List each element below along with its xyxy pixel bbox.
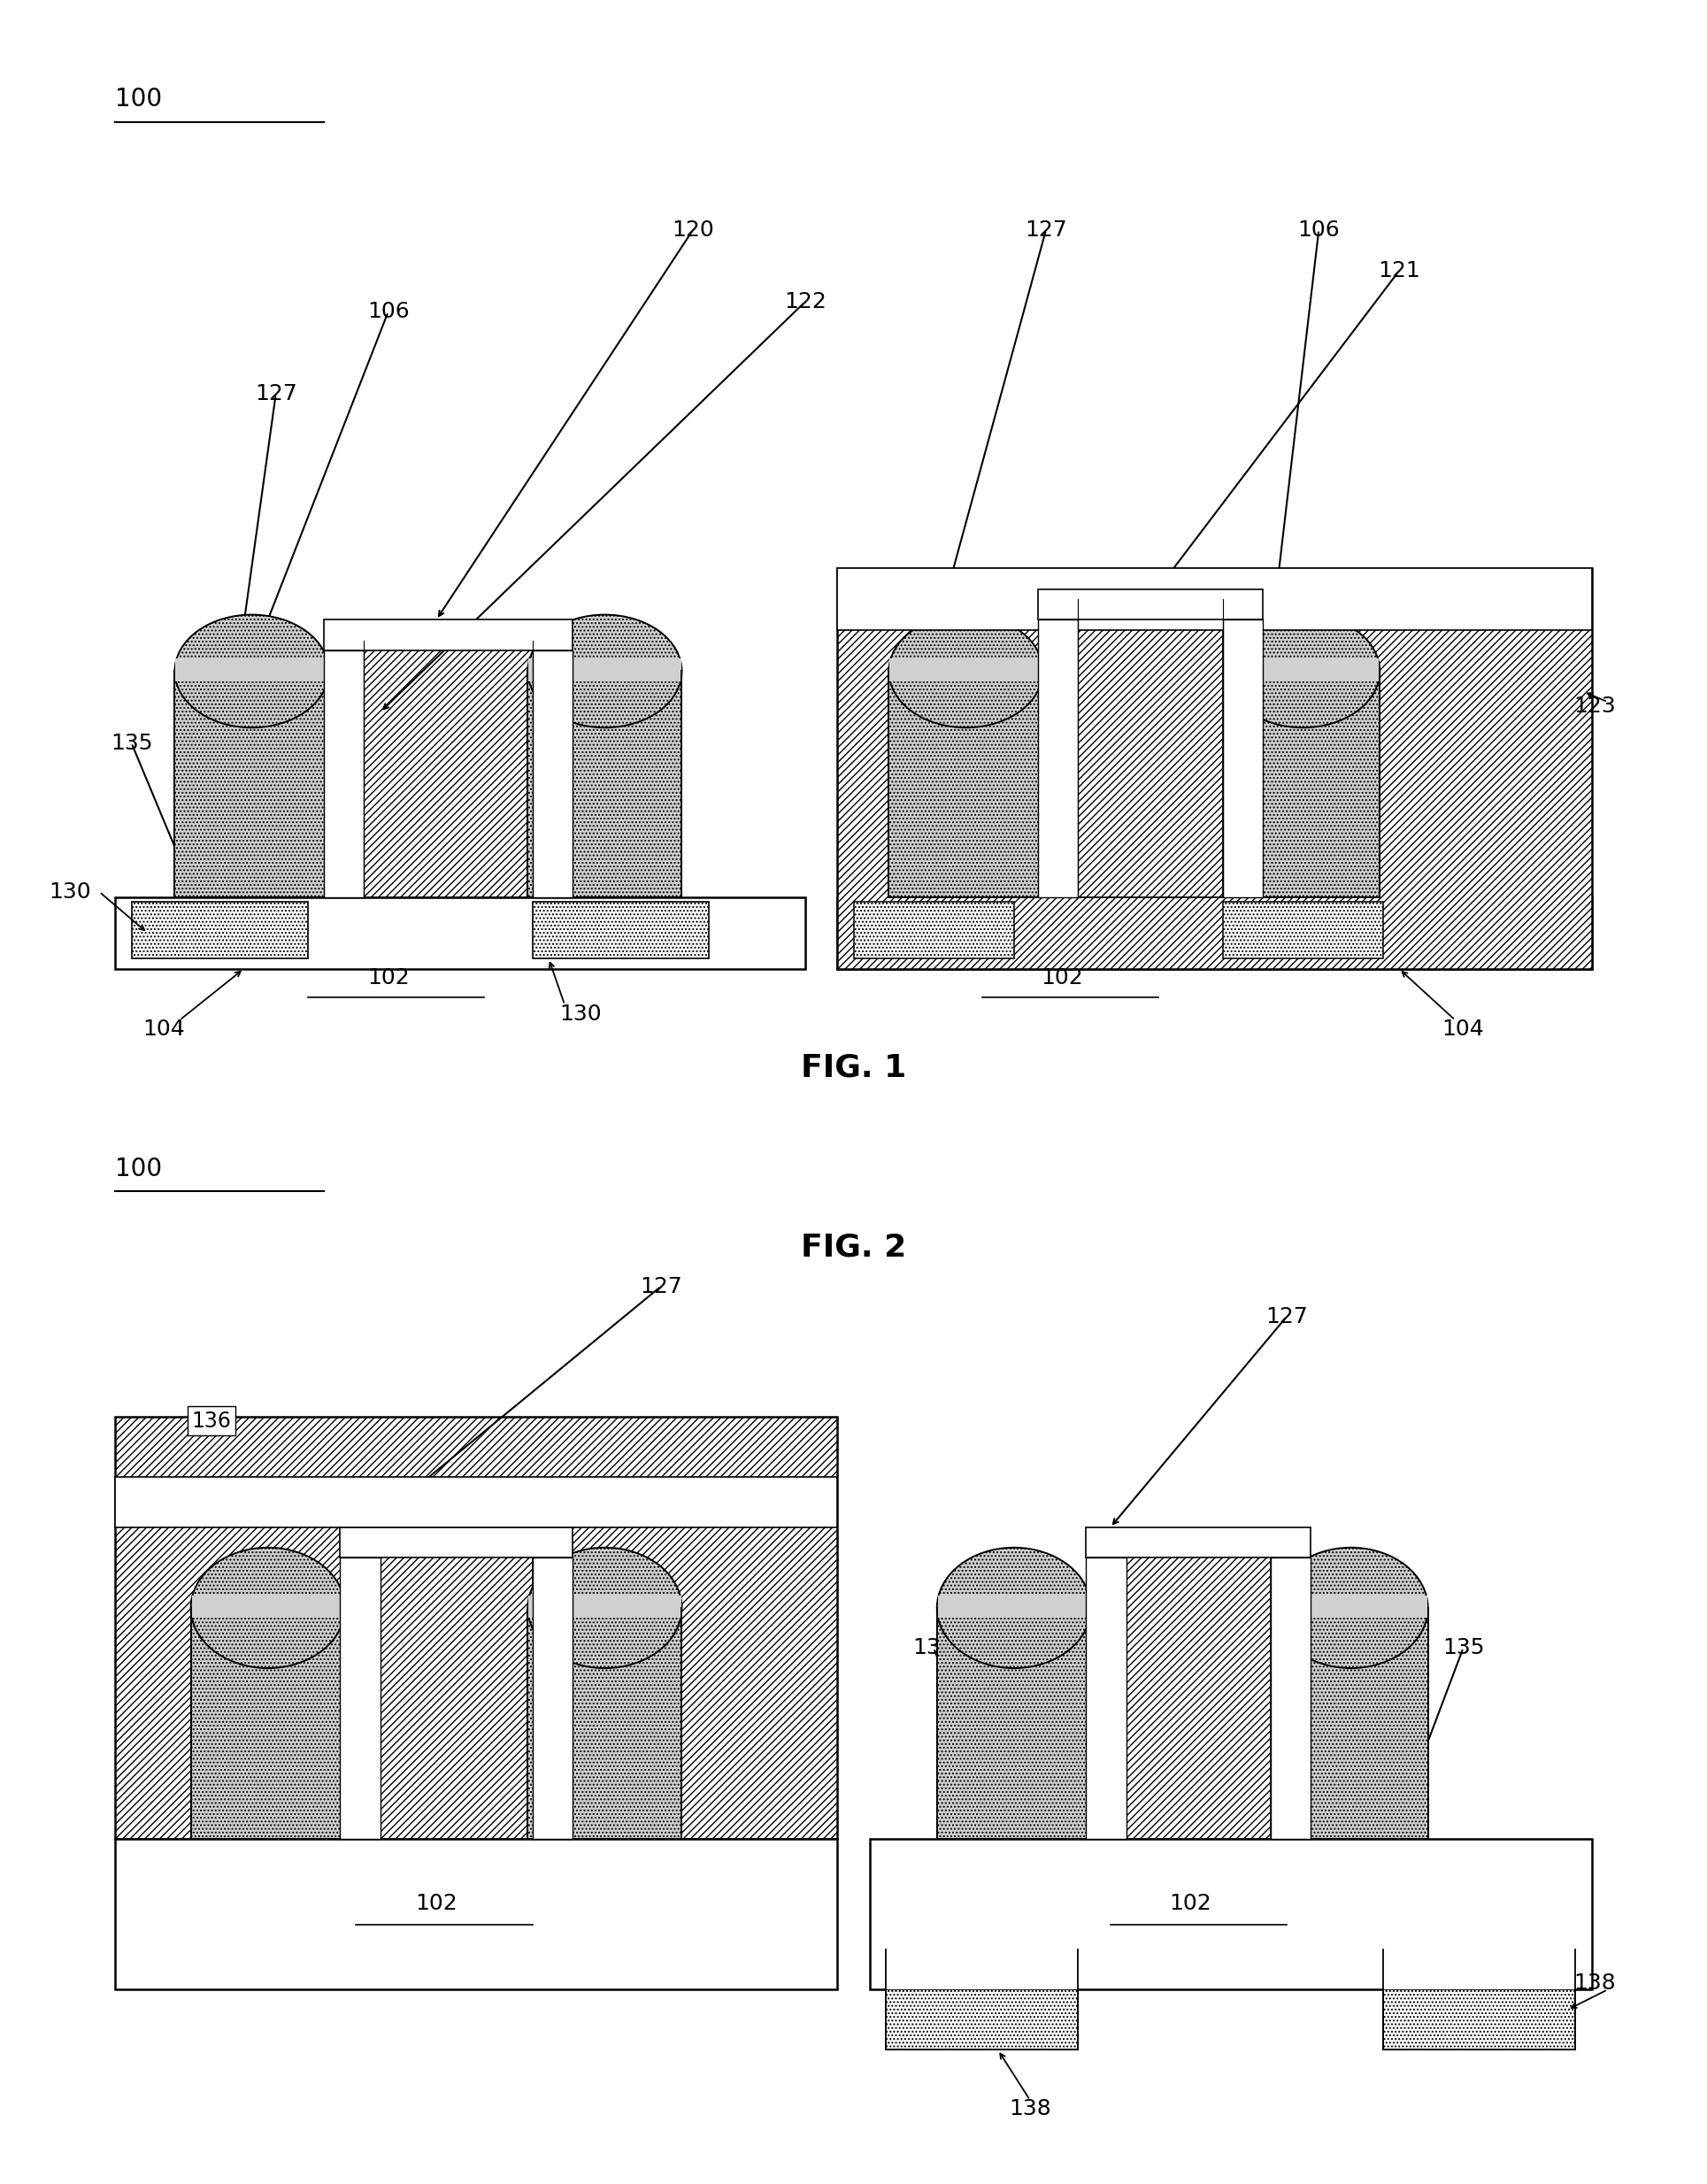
Text: 135: 135 (1442, 1638, 1485, 1658)
Ellipse shape (1273, 1548, 1429, 1669)
Ellipse shape (937, 1548, 1091, 1669)
Text: 135: 135 (1282, 732, 1325, 753)
Text: 127: 127 (254, 384, 297, 404)
Bar (191, 1607, 345, 1839)
Bar (131, 902, 307, 959)
Text: 123: 123 (1574, 695, 1615, 716)
Bar (340, 1527, 572, 1557)
Bar (1038, 590, 1263, 620)
Bar (529, 660, 681, 681)
Bar (838, 898, 1591, 970)
Text: 121: 121 (1378, 260, 1420, 282)
Text: 135: 135 (111, 732, 152, 753)
Text: 136: 136 (191, 1411, 232, 1431)
Bar (1127, 1538, 1270, 1839)
Bar (1222, 902, 1383, 959)
Text: 102: 102 (367, 968, 410, 989)
Ellipse shape (191, 1548, 345, 1669)
Bar (174, 670, 329, 898)
Ellipse shape (527, 1548, 681, 1669)
Ellipse shape (174, 614, 329, 727)
Text: 122: 122 (784, 290, 826, 312)
Bar (324, 651, 364, 898)
Bar (527, 670, 681, 898)
Bar (869, 1839, 1591, 1990)
Bar (1086, 1527, 1311, 1557)
Text: 102: 102 (415, 1894, 457, 1913)
Text: FIG. 2: FIG. 2 (801, 1232, 906, 1262)
Ellipse shape (1226, 614, 1379, 727)
Bar (529, 1597, 681, 1618)
Bar (1079, 598, 1222, 898)
Bar (937, 1597, 1091, 1618)
Bar (324, 620, 572, 651)
Bar (116, 1839, 838, 1990)
Text: 104: 104 (142, 1018, 184, 1040)
Text: 136: 136 (1299, 577, 1338, 598)
Text: 138: 138 (1009, 2099, 1052, 2121)
Bar (116, 1417, 838, 1839)
Bar (381, 1538, 533, 1839)
Bar (191, 1597, 345, 1618)
Text: 100: 100 (116, 87, 162, 111)
Text: 127: 127 (640, 1275, 683, 1297)
Text: 120: 120 (673, 218, 714, 240)
Bar (1270, 1557, 1311, 1839)
Text: 130: 130 (560, 1002, 603, 1024)
Bar (533, 902, 708, 959)
Text: 127: 127 (1265, 1306, 1308, 1328)
Text: 130: 130 (50, 880, 92, 902)
Bar (364, 640, 533, 898)
Bar (1275, 1597, 1427, 1618)
Bar (854, 902, 1014, 959)
Bar (937, 1607, 1091, 1839)
Text: 106: 106 (1297, 218, 1340, 240)
Text: 135: 135 (913, 732, 954, 753)
Ellipse shape (889, 614, 1043, 727)
Bar (1383, 1950, 1576, 1990)
Bar (838, 568, 1591, 631)
Text: 100: 100 (116, 1155, 162, 1182)
Text: 104: 104 (1442, 1018, 1485, 1040)
Text: 127: 127 (1024, 218, 1067, 240)
Bar (533, 1557, 572, 1839)
Text: 135: 135 (913, 1638, 954, 1658)
Bar (1086, 1557, 1127, 1839)
Text: FIG. 1: FIG. 1 (801, 1053, 906, 1083)
Text: 102: 102 (1041, 968, 1084, 989)
Bar (116, 1476, 838, 1527)
Bar (1226, 670, 1379, 898)
Text: 135: 135 (575, 732, 618, 753)
Bar (1222, 620, 1263, 898)
Bar (838, 568, 1591, 970)
Bar (1273, 1607, 1429, 1839)
Text: 102: 102 (1169, 1894, 1212, 1913)
Bar (889, 660, 1041, 681)
Bar (889, 670, 1043, 898)
Text: 106: 106 (367, 301, 410, 323)
Bar (886, 1950, 1079, 1990)
Bar (1038, 620, 1079, 898)
Bar (1227, 660, 1379, 681)
Bar (1383, 1990, 1576, 2051)
Bar (116, 898, 806, 970)
Ellipse shape (527, 614, 681, 727)
Bar (340, 1557, 381, 1839)
Bar (176, 660, 328, 681)
Bar (527, 1607, 681, 1839)
Bar (886, 1990, 1079, 2051)
Text: 138: 138 (1574, 1972, 1615, 1994)
Bar (533, 651, 572, 898)
